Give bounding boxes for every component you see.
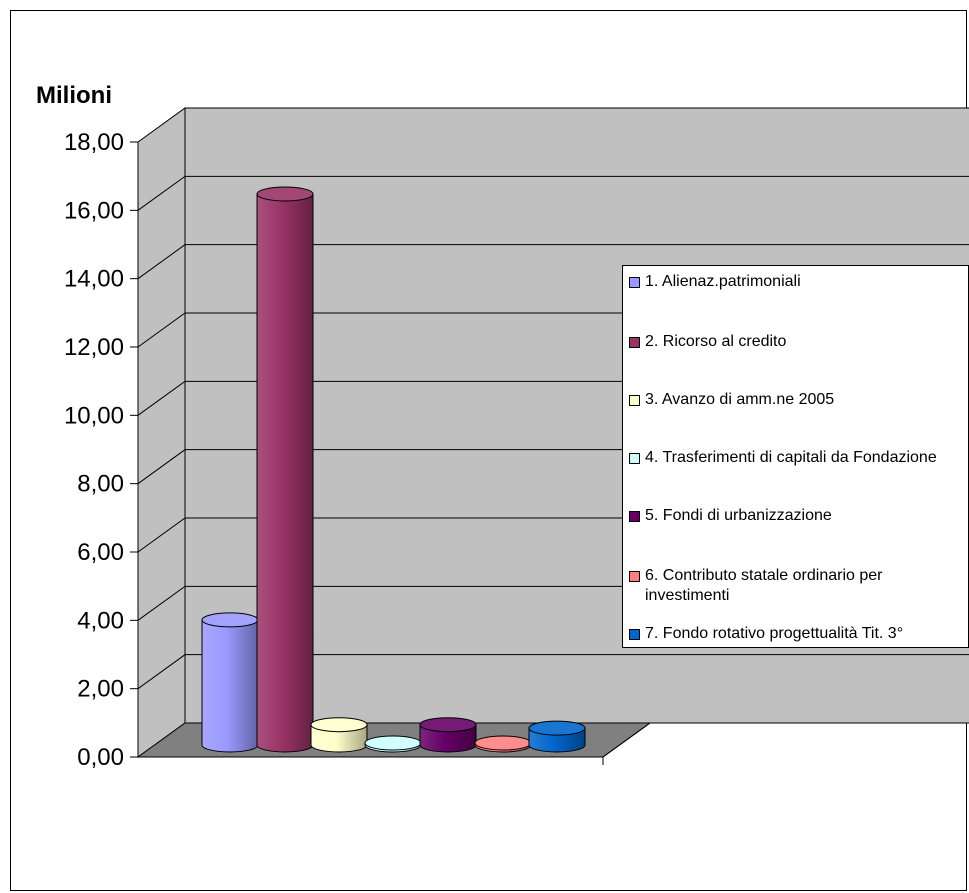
legend-label: 5. Fondi di urbanizzazione — [645, 507, 832, 524]
legend-item: 4. Trasferimenti di capitali da Fondazio… — [629, 448, 964, 468]
y-tick-label: 12,00 — [64, 334, 124, 361]
y-tick-labels: 0,00 2,00 4,00 6,00 8,00 10,00 12,00 14,00 16,00… — [64, 129, 124, 771]
bar-body — [201, 619, 259, 753]
legend-label: 2. Ricorso al credito — [645, 333, 787, 350]
legend-swatch — [629, 453, 640, 464]
legend-label: 4. Trasferimenti di capitali da Fondazio… — [645, 449, 937, 466]
legend-swatch — [629, 277, 640, 288]
y-tick-label: 16,00 — [64, 197, 124, 224]
bar — [201, 612, 259, 753]
legend-swatch — [629, 395, 640, 406]
y-tick-label: 18,00 — [64, 129, 124, 156]
bar-top — [364, 735, 422, 751]
bar — [474, 735, 532, 753]
legend-item: 7. Fondo rotativo progettualità Tit. 3° — [629, 624, 964, 644]
y-tick-label: 2,00 — [77, 676, 124, 703]
legend-swatch — [629, 337, 640, 348]
bars — [201, 186, 586, 753]
bar-top — [474, 735, 532, 751]
legend-label: 7. Fondo rotativo progettualità Tit. 3° — [645, 625, 904, 642]
y-tick-label: 6,00 — [77, 539, 124, 566]
y-tick-label: 0,00 — [77, 744, 124, 771]
bar — [256, 186, 314, 753]
floor-edge — [602, 722, 651, 758]
bar-top — [310, 717, 368, 733]
legend-swatch — [629, 511, 640, 522]
bar-top — [528, 720, 586, 736]
y-tick-label: 10,00 — [64, 402, 124, 429]
bar — [310, 717, 368, 753]
legend-label: 6. Contributo statale ordinario per inve… — [645, 567, 883, 604]
bar — [364, 735, 422, 753]
legend-item: 1. Alienaz.patrimoniali — [629, 272, 964, 292]
y-tick-label: 14,00 — [64, 266, 124, 293]
legend-label: 1. Alienaz.patrimoniali — [645, 273, 801, 290]
bar — [419, 717, 477, 753]
bar-body — [256, 193, 314, 753]
bar-top — [419, 717, 477, 733]
y-tick-label: 8,00 — [77, 471, 124, 498]
gridline — [137, 654, 969, 690]
legend-item: 5. Fondi di urbanizzazione — [629, 506, 964, 526]
legend-item: 3. Avanzo di amm.ne 2005 — [629, 390, 964, 410]
bar-top — [201, 612, 259, 628]
y-tick-label: 4,00 — [77, 607, 124, 634]
unit-label: Milioni — [36, 82, 112, 109]
legend-item: 2. Ricorso al credito — [629, 332, 964, 352]
legend-swatch — [629, 571, 640, 582]
legend-swatch — [629, 629, 640, 640]
legend-item: 6. Contributo statale ordinario per inve… — [629, 566, 964, 606]
gridline — [137, 244, 969, 280]
legend: 1. Alienaz.patrimoniali 2. Ricorso al cre… — [622, 265, 969, 648]
gridline — [137, 175, 969, 211]
value-axis — [130, 141, 651, 765]
bar — [528, 720, 586, 753]
bar-top — [256, 186, 314, 202]
legend-label: 3. Avanzo di amm.ne 2005 — [645, 391, 835, 408]
